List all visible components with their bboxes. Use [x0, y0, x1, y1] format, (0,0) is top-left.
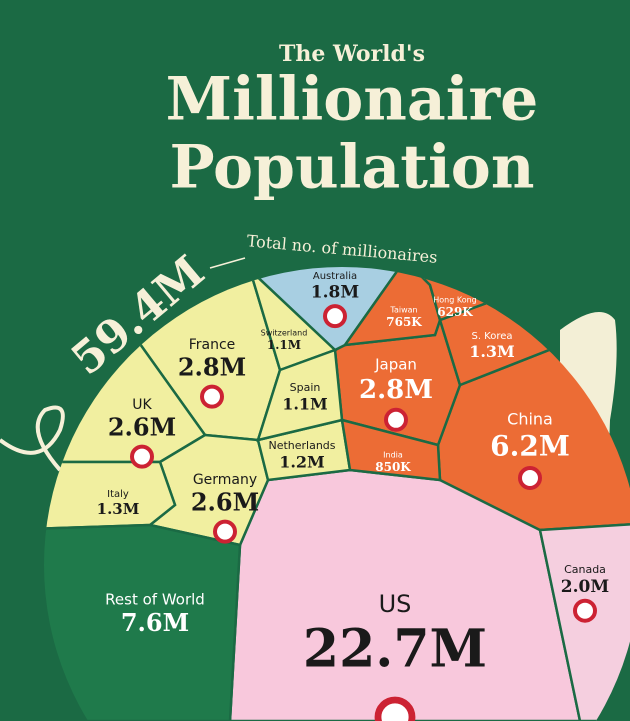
category-label: Hong Kong	[433, 296, 477, 305]
arrow	[209, 257, 246, 269]
value-label: 629K	[437, 305, 473, 319]
category-label: US	[379, 590, 412, 618]
value-label: 2.8M	[178, 353, 246, 382]
value-label: 1.2M	[279, 453, 325, 472]
category-label: France	[189, 337, 236, 353]
category-label: Netherlands	[268, 439, 335, 452]
flag	[573, 598, 597, 623]
decor-swirl	[0, 405, 65, 472]
category-label: Italy	[107, 489, 129, 500]
category-label: India	[383, 451, 403, 460]
value-label: 2.6M	[191, 488, 259, 517]
value-label: 1.1M	[282, 395, 328, 414]
category-label: China	[507, 410, 553, 429]
category-label: UK	[132, 397, 152, 413]
value-label: 1.3M	[469, 342, 515, 361]
value-label: 1.8M	[311, 283, 360, 303]
flag	[200, 384, 224, 409]
value-label: 1.1M	[267, 338, 301, 352]
subtitle: The World's	[279, 41, 425, 67]
flag	[130, 444, 154, 469]
flag	[518, 466, 542, 490]
value-label: 765K	[386, 315, 422, 329]
value-label: 1.3M	[97, 500, 140, 518]
flag	[384, 407, 408, 432]
category-label: S. Korea	[471, 331, 512, 342]
value-label: 2.8M	[359, 375, 433, 405]
cell	[340, 418, 442, 482]
flag	[213, 519, 237, 544]
value-label: 2.0M	[561, 577, 610, 597]
flag	[323, 304, 347, 329]
category-label: Spain	[290, 381, 321, 394]
value-label: 7.6M	[121, 608, 189, 637]
value-label: 22.7M	[303, 619, 487, 680]
category-label: Germany	[193, 472, 257, 488]
category-label: Switzerland	[261, 329, 308, 338]
labels: US22.7MChina6.2MJapan2.8MFrance2.8MUK2.6…	[97, 271, 610, 721]
category-label: Rest of World	[105, 591, 205, 609]
value-label: 850K	[375, 460, 411, 474]
category-label: Canada	[564, 563, 606, 576]
value-label: 2.6M	[108, 413, 176, 442]
category-label: Australia	[313, 271, 357, 282]
value-label: 6.2M	[490, 429, 570, 462]
cell	[538, 518, 630, 721]
category-label: Japan	[374, 356, 417, 374]
category-label: Taiwan	[389, 306, 417, 315]
title-line: Millionaire	[166, 65, 539, 135]
flag	[374, 696, 416, 721]
title-line: Population	[170, 133, 535, 203]
